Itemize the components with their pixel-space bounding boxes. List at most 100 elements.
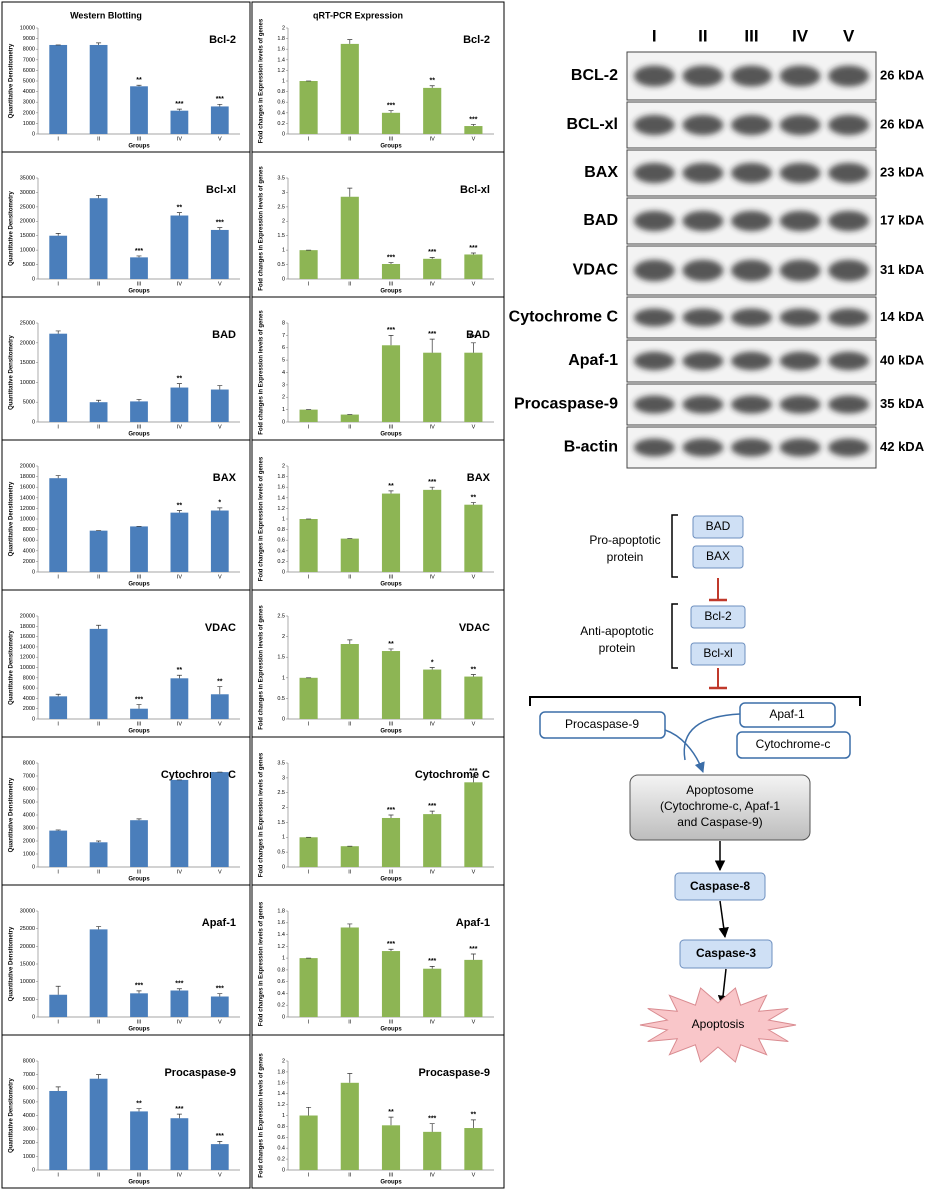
significance: ** [177, 502, 183, 509]
x-tick-label: I [308, 869, 310, 875]
y-tick-label: 1.5 [277, 820, 285, 826]
significance: ** [471, 494, 477, 501]
x-tick-label: IV [177, 281, 183, 287]
band [731, 351, 772, 371]
x-tick-label: IV [177, 424, 183, 430]
y-tick-label: 5000 [23, 997, 35, 1003]
y-tick-label: 0 [282, 131, 285, 137]
band [779, 308, 821, 327]
chart-grid: Western Blotting Bcl-2 Quantitative Densit… [1, 1, 505, 1189]
y-tick-label: 2 [282, 395, 285, 401]
bar [170, 779, 189, 867]
y-tick-label: 20000 [20, 219, 35, 225]
x-tick-label: III [389, 574, 394, 580]
node-box [736, 731, 851, 759]
y-tick-label: 7000 [23, 773, 35, 779]
y-tick-label: 7000 [23, 57, 35, 63]
significance: *** [387, 941, 395, 948]
y-tick-label: 10000 [20, 665, 35, 671]
x-tick-label: V [218, 136, 222, 142]
y-tick-label: 14000 [20, 495, 35, 501]
x-tick-label: III [389, 136, 394, 142]
bar [299, 958, 318, 1017]
y-tick-label: 0.4 [277, 1146, 285, 1152]
error-bar [55, 475, 61, 479]
size-label: 35 kDA [880, 396, 925, 411]
x-tick-label: I [57, 721, 59, 727]
error-bar [55, 330, 61, 334]
x-tick-label: V [472, 1172, 476, 1178]
band [779, 438, 821, 457]
x-tick-label: II [97, 424, 101, 430]
y-tick-label: 0 [32, 276, 35, 282]
bar [49, 696, 68, 719]
node-box [539, 711, 666, 739]
y-axis-label: Fold changes in Expression levels of gen… [259, 456, 265, 581]
y-tick-label: 5000 [23, 262, 35, 268]
y-tick-label: 0 [282, 1014, 285, 1020]
error-bar [96, 840, 102, 843]
y-tick-label: 0 [282, 276, 285, 282]
y-tick-label: 6000 [23, 686, 35, 692]
bar [299, 81, 318, 134]
y-tick-label: 8000 [23, 675, 35, 681]
bar [49, 333, 68, 422]
significance: ** [136, 77, 142, 84]
y-tick-label: 3 [282, 775, 285, 781]
y-axis-label: Fold changes in Expression levels of gen… [259, 1053, 265, 1178]
error-bar [55, 829, 61, 831]
bar [210, 1144, 229, 1170]
node-box [674, 872, 766, 901]
band [731, 65, 772, 87]
x-tick-label: I [57, 281, 59, 287]
significance: *** [135, 248, 143, 255]
band [633, 438, 675, 457]
chart-title: Bcl-2 [463, 34, 490, 46]
bar [130, 993, 148, 1017]
x-tick-label: V [472, 424, 476, 430]
y-tick-label: 8000 [23, 760, 35, 766]
size-label: 23 kDA [880, 164, 925, 179]
band [779, 162, 821, 184]
error-bar [55, 233, 61, 236]
y-tick-label: 10000 [20, 248, 35, 254]
y-tick-label: 3000 [23, 1127, 35, 1133]
protein-label: BAX [584, 164, 618, 181]
error-bar [388, 490, 394, 494]
band [682, 395, 724, 414]
arrow [718, 900, 729, 939]
band [731, 210, 772, 232]
chart-title: Apaf-1 [456, 917, 490, 929]
error-bar [55, 1086, 61, 1091]
bar [381, 493, 401, 572]
y-tick-label: 5000 [23, 400, 35, 406]
y-tick-label: 0.2 [277, 121, 285, 127]
y-tick-label: 10000 [20, 979, 35, 985]
y-tick-label: 1.6 [277, 47, 285, 53]
y-tick-label: 18000 [20, 624, 35, 630]
error-bar [347, 923, 353, 928]
x-tick-label: IV [177, 721, 183, 727]
bar [381, 651, 401, 719]
x-tick-label: III [137, 424, 142, 430]
x-tick-label: V [472, 721, 476, 727]
x-tick-label: V [472, 574, 476, 580]
y-tick-label: 0.2 [277, 1003, 285, 1009]
y-tick-label: 1 [282, 1113, 285, 1119]
y-tick-label: 6000 [23, 538, 35, 544]
error-bar [176, 510, 182, 513]
bar [340, 538, 359, 572]
error-bar [429, 667, 435, 670]
error-bar [96, 624, 102, 629]
node-box [679, 939, 773, 969]
significance: *** [387, 103, 395, 110]
y-tick-label: 6000 [23, 1086, 35, 1092]
x-tick-label: II [348, 869, 352, 875]
bar [210, 510, 229, 572]
error-bar [96, 1074, 102, 1079]
chart-title: Procaspase-9 [164, 1067, 236, 1079]
y-tick-label: 0.8 [277, 967, 285, 973]
y-axis-label: Fold changes in Expression levels of gen… [259, 310, 265, 435]
bar [423, 669, 442, 719]
significance: ** [471, 666, 477, 673]
